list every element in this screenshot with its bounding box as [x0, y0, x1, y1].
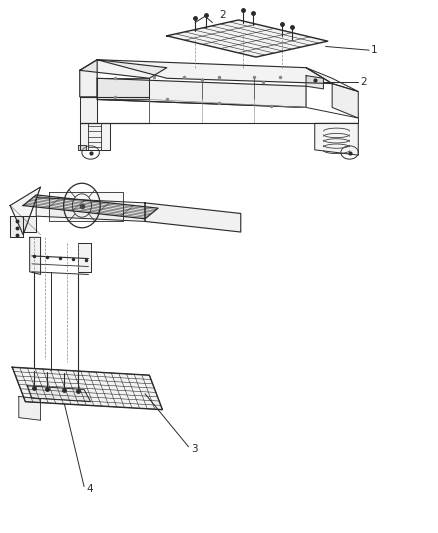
Polygon shape [30, 237, 41, 274]
Polygon shape [80, 60, 167, 78]
Text: 4: 4 [86, 484, 93, 494]
Text: 2: 2 [219, 10, 226, 20]
Polygon shape [97, 60, 332, 84]
Text: 2: 2 [360, 77, 367, 87]
Polygon shape [315, 123, 358, 155]
Polygon shape [145, 203, 241, 232]
Text: 3: 3 [191, 445, 198, 455]
Polygon shape [332, 84, 358, 118]
Polygon shape [97, 78, 149, 100]
Polygon shape [78, 144, 86, 150]
Polygon shape [78, 243, 91, 272]
Polygon shape [167, 20, 328, 57]
Polygon shape [306, 76, 323, 89]
Polygon shape [80, 97, 97, 123]
Polygon shape [49, 192, 123, 221]
Polygon shape [306, 68, 358, 92]
Polygon shape [23, 195, 158, 219]
Polygon shape [19, 397, 41, 420]
Polygon shape [28, 386, 91, 402]
Polygon shape [97, 78, 306, 108]
Polygon shape [80, 123, 110, 150]
Polygon shape [12, 367, 162, 410]
Text: 1: 1 [371, 45, 377, 55]
Polygon shape [23, 216, 36, 232]
Polygon shape [36, 198, 145, 221]
Polygon shape [80, 60, 97, 97]
Polygon shape [10, 187, 41, 235]
Polygon shape [10, 216, 23, 237]
